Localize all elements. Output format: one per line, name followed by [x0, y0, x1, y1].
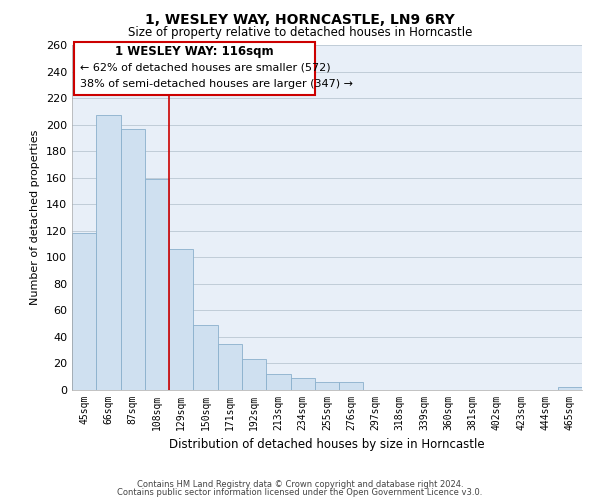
FancyBboxPatch shape: [74, 42, 315, 96]
Bar: [315, 382, 339, 390]
Text: 1, WESLEY WAY, HORNCASTLE, LN9 6RY: 1, WESLEY WAY, HORNCASTLE, LN9 6RY: [145, 12, 455, 26]
Bar: [290, 378, 315, 390]
Bar: [339, 382, 364, 390]
Bar: [266, 374, 290, 390]
Text: 38% of semi-detached houses are larger (347) →: 38% of semi-detached houses are larger (…: [80, 78, 353, 88]
X-axis label: Distribution of detached houses by size in Horncastle: Distribution of detached houses by size …: [169, 438, 485, 452]
Text: Contains public sector information licensed under the Open Government Licence v3: Contains public sector information licen…: [118, 488, 482, 497]
Text: 1 WESLEY WAY: 116sqm: 1 WESLEY WAY: 116sqm: [115, 46, 274, 59]
Bar: [169, 250, 193, 390]
Bar: [72, 234, 96, 390]
Bar: [193, 325, 218, 390]
Text: Size of property relative to detached houses in Horncastle: Size of property relative to detached ho…: [128, 26, 472, 39]
Bar: [242, 360, 266, 390]
Y-axis label: Number of detached properties: Number of detached properties: [31, 130, 40, 305]
Text: ← 62% of detached houses are smaller (572): ← 62% of detached houses are smaller (57…: [80, 63, 330, 73]
Bar: [96, 116, 121, 390]
Text: Contains HM Land Registry data © Crown copyright and database right 2024.: Contains HM Land Registry data © Crown c…: [137, 480, 463, 489]
Bar: [145, 179, 169, 390]
Bar: [218, 344, 242, 390]
Bar: [121, 128, 145, 390]
Bar: [558, 388, 582, 390]
